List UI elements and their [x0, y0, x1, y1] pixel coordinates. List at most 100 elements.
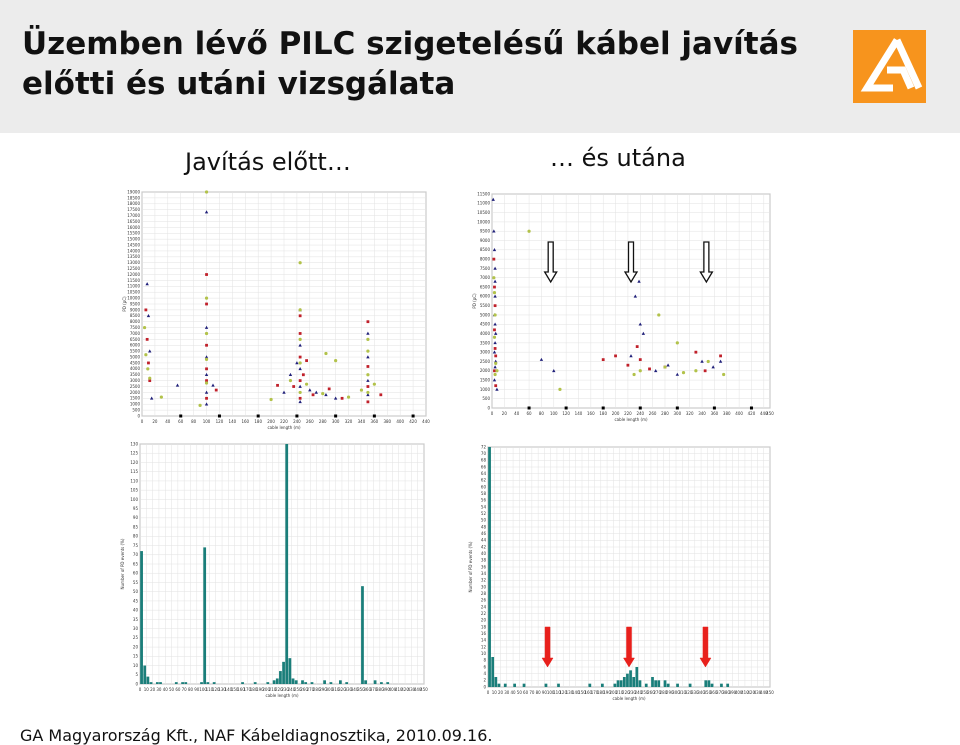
x-tick-label: 420	[401, 687, 409, 692]
x-tick-label: 340	[351, 687, 359, 692]
data-point	[493, 369, 496, 373]
data-point	[366, 355, 370, 359]
histogram-bar	[206, 682, 210, 684]
x-tick-label: 30	[504, 690, 510, 695]
data-point	[145, 282, 149, 286]
data-point	[324, 351, 328, 356]
data-point	[298, 337, 302, 341]
data-point	[372, 382, 376, 386]
y-tick-label: 10	[133, 663, 139, 668]
histogram-bar	[386, 682, 390, 684]
y-tick-label: 26	[481, 598, 487, 603]
red-up-arrow-icon	[541, 626, 554, 668]
data-point	[492, 248, 497, 252]
y-tick-label: 5500	[480, 303, 491, 308]
x-tick-label: 20	[150, 687, 156, 692]
x-tick-label: 220	[624, 411, 632, 416]
caption-after: … és utána	[550, 144, 686, 172]
y-tick-label: 100	[130, 497, 138, 502]
axis-marker	[372, 414, 376, 418]
x-tick-label: 310	[332, 687, 340, 692]
bars	[140, 444, 390, 684]
x-tick-label: 320	[685, 690, 693, 695]
y-tick-label: 6	[483, 664, 486, 669]
y-tick-label: 8500	[130, 313, 141, 318]
data-point	[366, 320, 370, 324]
histogram-bar	[181, 682, 184, 684]
y-tick-label: 2500	[130, 384, 141, 389]
axis-marker	[256, 414, 260, 418]
data-point	[298, 384, 302, 388]
y-tick-label: 60	[481, 484, 487, 489]
x-tick-label: 120	[212, 687, 220, 692]
axis-marker	[749, 406, 753, 410]
y-tick-label: 125	[130, 451, 138, 456]
data-point	[295, 361, 299, 365]
histogram-bar	[275, 678, 279, 684]
y-tick-label: 55	[133, 580, 139, 585]
x-tick-label: 130	[218, 687, 226, 692]
x-tick-labels: 0 20 40 60 80 100 120 140 160 180 200 220 240 260 280 3…	[141, 419, 431, 424]
x-tick-label: 200	[262, 687, 270, 692]
axis-markers	[179, 414, 415, 418]
data-point	[638, 322, 642, 326]
histogram-bar	[657, 680, 661, 687]
y-tick-label: 14000	[127, 248, 140, 253]
x-tick-label: 130	[566, 690, 574, 695]
histogram-bar	[212, 682, 216, 684]
data-point	[552, 368, 556, 373]
x-tick-label: 450	[766, 411, 774, 416]
y-tick-label: 34	[481, 571, 487, 576]
x-tick-label: 100	[550, 411, 558, 416]
data-point	[298, 314, 302, 318]
red-up-arrow-icon	[699, 626, 712, 668]
chart-after-scatter: 0500100015002000250030003500400045005000…	[472, 191, 774, 422]
y-tick-label: 30	[481, 584, 487, 589]
y-tick-label: 10	[481, 651, 487, 656]
x-tick-label: 10	[492, 690, 498, 695]
x-tick-label: 40	[163, 687, 169, 692]
data-point	[694, 369, 698, 373]
data-point	[204, 190, 209, 194]
data-point	[493, 285, 496, 289]
histogram-bar	[613, 683, 617, 687]
x-tick-label: 80	[539, 411, 545, 416]
axis-marker	[638, 406, 642, 410]
data-point	[494, 331, 498, 335]
hollow-down-arrow-icon	[543, 241, 558, 284]
data-point	[298, 379, 302, 383]
x-tick-label: 0	[491, 411, 494, 416]
data-point	[298, 332, 302, 335]
histogram-bar	[272, 680, 276, 684]
x-tick-label: 360	[710, 690, 718, 695]
series-triangle	[491, 197, 723, 391]
caption-before: Javítás előtt…	[185, 148, 351, 176]
hollow-down-arrow-icon	[623, 241, 639, 284]
data-point	[492, 257, 496, 261]
data-point	[327, 387, 331, 391]
data-point	[205, 379, 208, 383]
data-point	[301, 373, 305, 377]
x-tick-label: 410	[741, 690, 749, 695]
data-point	[205, 396, 208, 400]
y-tick-label: 5000	[130, 354, 141, 359]
histogram-bar	[720, 683, 723, 687]
x-tick-label: 310	[678, 690, 686, 695]
y-tick-label: 105	[130, 488, 138, 493]
data-point	[298, 355, 302, 359]
x-tick-label: 390	[382, 687, 390, 692]
x-tick-label: 300	[674, 411, 682, 416]
data-point	[703, 369, 707, 373]
y-tick-label: 30	[133, 626, 139, 631]
data-point	[493, 313, 497, 317]
y-tick-label: 13000	[127, 260, 140, 265]
data-point	[148, 349, 152, 353]
data-point	[288, 379, 293, 383]
data-point	[494, 361, 498, 365]
y-tick-label: 10500	[477, 210, 490, 215]
page-title: Üzemben lévő PILC szigetelésű kábel javí…	[22, 24, 798, 104]
histogram-bar	[159, 682, 162, 684]
axis-marker	[411, 414, 415, 418]
x-tick-label: 60	[523, 690, 529, 695]
histogram-bar	[253, 682, 257, 684]
